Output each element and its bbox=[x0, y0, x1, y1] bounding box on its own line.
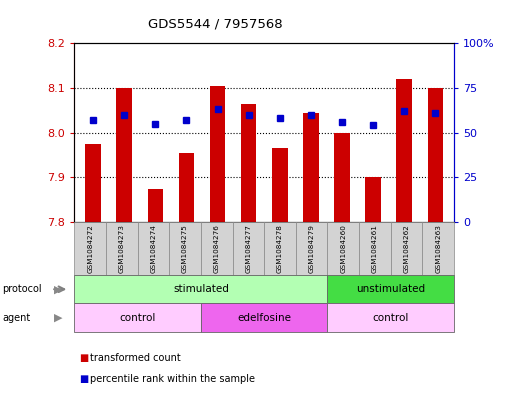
Bar bbox=[397, 79, 412, 222]
Text: control: control bbox=[372, 312, 409, 323]
Text: GSM1084276: GSM1084276 bbox=[214, 224, 220, 273]
Text: transformed count: transformed count bbox=[90, 353, 181, 364]
Bar bbox=[272, 148, 287, 222]
Text: ■: ■ bbox=[80, 374, 89, 384]
Bar bbox=[334, 133, 350, 222]
Bar bbox=[427, 88, 443, 222]
Text: GSM1084261: GSM1084261 bbox=[372, 224, 378, 273]
Text: edelfosine: edelfosine bbox=[237, 312, 291, 323]
Bar bbox=[85, 144, 101, 222]
Text: stimulated: stimulated bbox=[173, 284, 229, 294]
Text: ■: ■ bbox=[80, 353, 89, 364]
Text: GSM1084279: GSM1084279 bbox=[309, 224, 314, 273]
Text: GSM1084272: GSM1084272 bbox=[87, 224, 93, 273]
Text: GSM1084260: GSM1084260 bbox=[340, 224, 346, 273]
Text: GSM1084278: GSM1084278 bbox=[277, 224, 283, 273]
Text: ▶: ▶ bbox=[54, 284, 62, 294]
Text: GSM1084263: GSM1084263 bbox=[435, 224, 441, 273]
Bar bbox=[148, 189, 163, 222]
Text: GDS5544 / 7957568: GDS5544 / 7957568 bbox=[148, 18, 283, 31]
Text: GSM1084273: GSM1084273 bbox=[119, 224, 125, 273]
Bar bbox=[303, 112, 319, 222]
Bar bbox=[365, 177, 381, 222]
Text: GSM1084274: GSM1084274 bbox=[150, 224, 156, 273]
Text: agent: agent bbox=[3, 312, 31, 323]
Bar bbox=[241, 104, 256, 222]
Text: GSM1084277: GSM1084277 bbox=[245, 224, 251, 273]
Bar bbox=[179, 153, 194, 222]
Text: unstimulated: unstimulated bbox=[356, 284, 425, 294]
Text: protocol: protocol bbox=[3, 284, 42, 294]
Bar bbox=[210, 86, 225, 222]
Text: GSM1084262: GSM1084262 bbox=[404, 224, 409, 273]
Text: GSM1084275: GSM1084275 bbox=[182, 224, 188, 273]
Bar bbox=[116, 88, 132, 222]
Text: control: control bbox=[120, 312, 156, 323]
Text: percentile rank within the sample: percentile rank within the sample bbox=[90, 374, 255, 384]
Text: ▶: ▶ bbox=[54, 312, 62, 323]
